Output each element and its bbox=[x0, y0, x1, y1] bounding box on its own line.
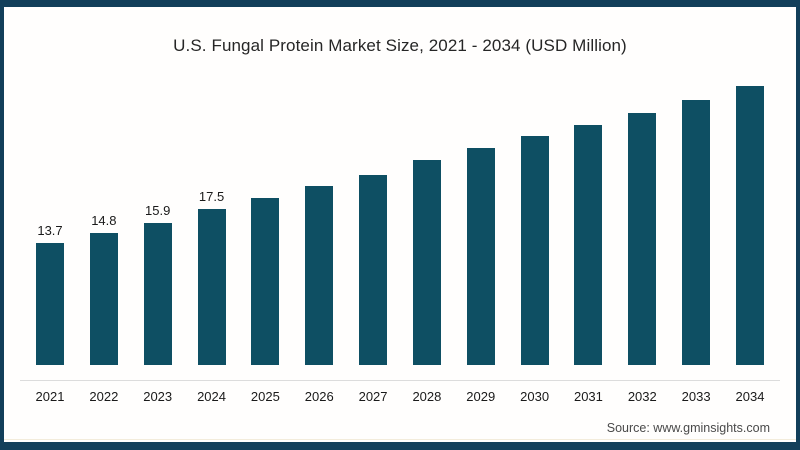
chart-title: U.S. Fungal Protein Market Size, 2021 - … bbox=[173, 36, 627, 55]
bar-2031 bbox=[574, 125, 603, 365]
x-tick-2022: 2022 bbox=[89, 389, 119, 404]
bar-value-label-2024: 17.5 bbox=[198, 189, 225, 204]
bar-column-2030 bbox=[509, 60, 561, 365]
x-axis-tick-labels: 2021 2022 2023 2024 2025 2026 2027 2028 2029 2030… bbox=[24, 389, 776, 407]
bar-2021 bbox=[36, 243, 64, 365]
source-text: Source: www.gminsights.com bbox=[606, 421, 770, 435]
x-tick-2024: 2024 bbox=[197, 389, 226, 404]
bar-2024 bbox=[197, 209, 226, 365]
bar-value-label-2021: 13.7 bbox=[37, 223, 63, 238]
bar-column-2021: 13.7 bbox=[24, 60, 76, 365]
bar-column-2029 bbox=[455, 60, 507, 365]
x-tick-2023: 2023 bbox=[143, 389, 173, 404]
bar-column-2025 bbox=[239, 60, 291, 365]
bar-2026 bbox=[305, 186, 334, 365]
x-tick-2032: 2032 bbox=[627, 389, 657, 404]
bar-column-2028 bbox=[401, 60, 453, 365]
x-tick-2030: 2030 bbox=[520, 389, 550, 404]
bar-column-2027 bbox=[347, 60, 399, 365]
x-tick-2026: 2026 bbox=[304, 389, 334, 404]
x-tick-2025: 2025 bbox=[250, 389, 280, 404]
bar-column-2032 bbox=[616, 60, 668, 365]
x-tick-2027: 2027 bbox=[358, 389, 388, 404]
bar-2023 bbox=[143, 223, 172, 365]
bar-column-2024: 17.5 bbox=[186, 60, 238, 365]
bar-2034 bbox=[735, 86, 764, 365]
bar-2027 bbox=[359, 175, 388, 365]
plot-area: 13.7 14.8 15.9 17.5 bbox=[24, 60, 776, 365]
bar-column-2034 bbox=[724, 60, 776, 365]
x-tick-2033: 2033 bbox=[681, 389, 711, 404]
x-tick-2031: 2031 bbox=[573, 389, 603, 404]
x-tick-2028: 2028 bbox=[412, 389, 442, 404]
bar-value-label-2023: 15.9 bbox=[145, 203, 171, 218]
bar-column-2022: 14.8 bbox=[78, 60, 130, 365]
x-tick-2034: 2034 bbox=[735, 389, 765, 404]
bar-column-2023: 15.9 bbox=[132, 60, 184, 365]
bar-2032 bbox=[628, 113, 657, 365]
x-tick-2029: 2029 bbox=[466, 389, 496, 404]
bar-column-2033 bbox=[670, 60, 722, 365]
bar-2030 bbox=[520, 136, 549, 365]
bar-2028 bbox=[412, 160, 441, 365]
footer-divider bbox=[4, 439, 796, 440]
bar-2022 bbox=[89, 233, 118, 365]
bar-2029 bbox=[466, 148, 495, 365]
bar-2033 bbox=[682, 100, 711, 365]
x-axis-line bbox=[20, 380, 780, 381]
bar-value-label-2022: 14.8 bbox=[91, 213, 117, 228]
bar-column-2031 bbox=[562, 60, 614, 365]
bar-2025 bbox=[251, 198, 280, 365]
x-tick-2021: 2021 bbox=[35, 389, 65, 404]
bar-column-2026 bbox=[293, 60, 345, 365]
